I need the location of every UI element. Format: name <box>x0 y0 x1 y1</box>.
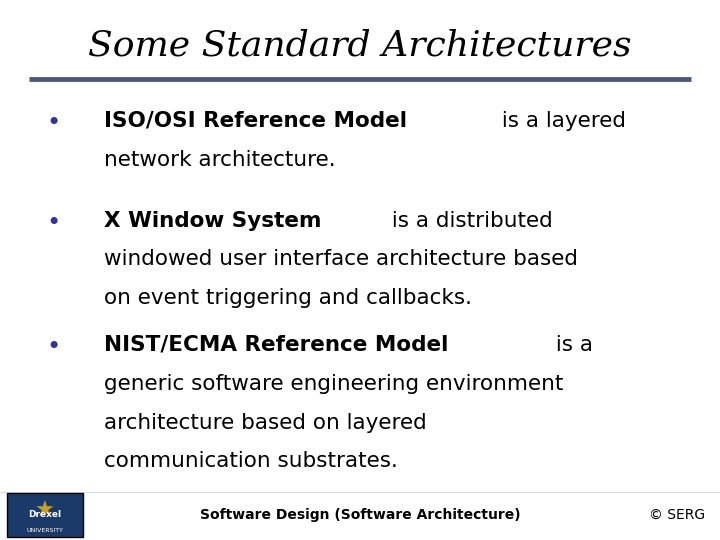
FancyBboxPatch shape <box>7 493 83 537</box>
Text: Some Standard Architectures: Some Standard Architectures <box>89 29 631 63</box>
Text: Drexel: Drexel <box>28 510 61 519</box>
Text: network architecture.: network architecture. <box>104 150 336 170</box>
Text: is a distributed: is a distributed <box>385 211 553 231</box>
Text: UNIVERSITY: UNIVERSITY <box>26 528 63 533</box>
Text: architecture based on layered: architecture based on layered <box>104 413 427 433</box>
Text: on event triggering and callbacks.: on event triggering and callbacks. <box>104 288 472 308</box>
Text: •: • <box>47 211 61 234</box>
Text: •: • <box>47 335 61 359</box>
Text: ★: ★ <box>35 501 55 521</box>
Text: © SERG: © SERG <box>649 508 706 522</box>
Text: windowed user interface architecture based: windowed user interface architecture bas… <box>104 249 578 269</box>
Text: •: • <box>47 111 61 134</box>
Text: NIST/ECMA Reference Model: NIST/ECMA Reference Model <box>104 335 449 355</box>
Text: Software Design (Software Architecture): Software Design (Software Architecture) <box>199 508 521 522</box>
Text: generic software engineering environment: generic software engineering environment <box>104 374 564 394</box>
Text: is a layered: is a layered <box>495 111 626 131</box>
Text: is a: is a <box>549 335 593 355</box>
Text: ISO/OSI Reference Model: ISO/OSI Reference Model <box>104 111 408 131</box>
Text: communication substrates.: communication substrates. <box>104 451 398 471</box>
Text: X Window System: X Window System <box>104 211 322 231</box>
